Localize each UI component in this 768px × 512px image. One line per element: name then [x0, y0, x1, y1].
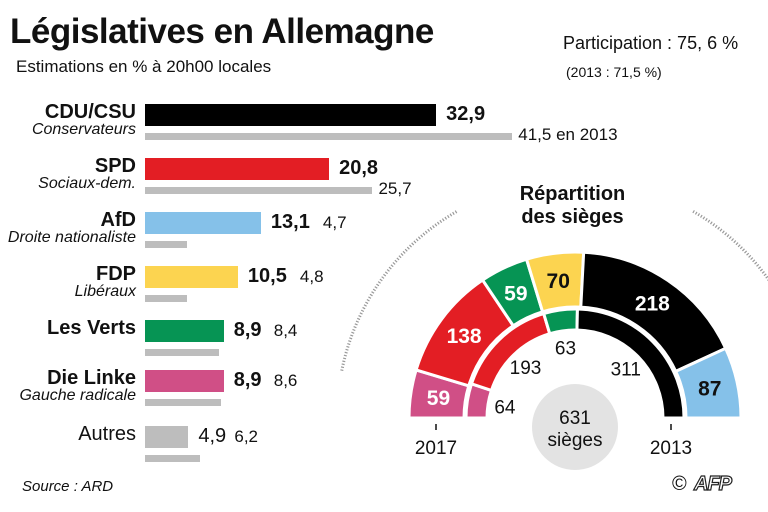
seat-count-2013: 311: [611, 359, 641, 380]
party-name: AfD: [100, 209, 136, 231]
bar-2017: [145, 320, 224, 342]
value-2013: 8,6: [273, 371, 298, 390]
bar-2013: [145, 133, 513, 140]
value-2017: 20,8: [339, 157, 379, 179]
party-description: Gauche radicale: [19, 387, 136, 404]
center-circle: [532, 384, 618, 470]
value-2013: 8,4: [273, 321, 298, 340]
bar-2017: [145, 212, 261, 234]
total-seats-number: 631: [559, 408, 591, 429]
party-name: Autres: [78, 423, 136, 445]
party-description: Sociaux-dem.: [38, 175, 136, 192]
seat-segment-2013: [575, 307, 686, 420]
party-name: Les Verts: [47, 317, 136, 339]
party-name: Die Linke: [47, 367, 136, 389]
bar-2013: [145, 399, 222, 406]
party-description: Droite nationaliste: [7, 229, 136, 246]
seat-segment-2013: [541, 307, 579, 336]
value-2017: 8,9: [233, 369, 262, 391]
seat-segment-2017: [673, 346, 743, 420]
page-subtitle: Estimations en % à 20h00 locales: [16, 57, 272, 76]
value-2013: 6,2: [234, 427, 258, 446]
party-description: Libéraux: [74, 283, 136, 300]
bar-2017: [145, 158, 330, 180]
value-2017: 4,9: [198, 425, 227, 447]
value-2013: 25,7: [378, 179, 412, 198]
value-2017: 13,1: [270, 211, 310, 233]
seat-count-2017: 70: [547, 270, 570, 293]
party-description: Conservateurs: [31, 121, 136, 138]
bar-2013: [145, 241, 187, 248]
seat-count-2013: 64: [494, 398, 516, 419]
seat-count-2013: 193: [510, 358, 542, 379]
participation-2013-text: (2013 : 71,5 %): [566, 64, 662, 80]
bar-2017: [145, 104, 437, 126]
seat-count-2017: 59: [504, 282, 527, 305]
value-2017: 8,9: [233, 319, 262, 341]
seat-count-2017: 59: [427, 387, 450, 410]
participation-text: Participation : 75, 6 %: [563, 33, 739, 53]
bar-2013: [145, 349, 220, 356]
bar-2013: [145, 455, 200, 462]
party-name: SPD: [94, 155, 136, 177]
source-text: Source : ARD: [22, 478, 114, 495]
total-seats-label: sièges: [548, 430, 603, 451]
seat-count-2017: 87: [698, 377, 721, 400]
value-2017: 10,5: [247, 265, 287, 287]
value-2013: 4,7: [322, 213, 347, 232]
bar-2013: [145, 295, 188, 302]
seat-chart-title: Répartition des sièges: [519, 183, 626, 228]
afp-logo: AFP: [693, 472, 732, 495]
value-2013: 41,5 en 2013: [518, 125, 618, 144]
bar-2013: [145, 187, 373, 194]
bar-2017: [145, 266, 238, 288]
value-2017: 32,9: [446, 103, 486, 125]
copyright-symbol: ©: [672, 473, 687, 495]
seat-count-2017: 218: [635, 293, 670, 316]
party-name: CDU/CSU: [44, 101, 136, 123]
seat-count-2013: 63: [555, 339, 576, 360]
year-label: 2017: [415, 438, 457, 459]
page-title: Législatives en Allemagne: [10, 12, 434, 51]
year-label: 2013: [650, 438, 692, 459]
value-2013: 4,8: [299, 267, 324, 286]
party-name: FDP: [96, 263, 136, 285]
bar-2017: [145, 370, 224, 392]
bar-2017: [145, 426, 189, 448]
seat-count-2017: 138: [447, 325, 482, 348]
